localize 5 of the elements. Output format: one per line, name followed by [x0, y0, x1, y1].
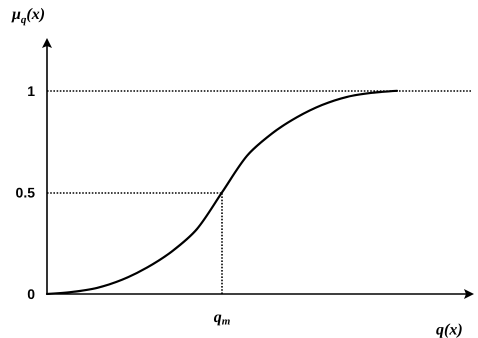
- x-axis-title: q(x): [436, 322, 463, 338]
- y-axis-title: μ$_{q}$(x): [12, 6, 46, 26]
- y-tick-label: 0.5: [16, 184, 36, 200]
- y-tick-label: 0: [27, 286, 36, 302]
- y-tick-label: 1: [27, 82, 36, 99]
